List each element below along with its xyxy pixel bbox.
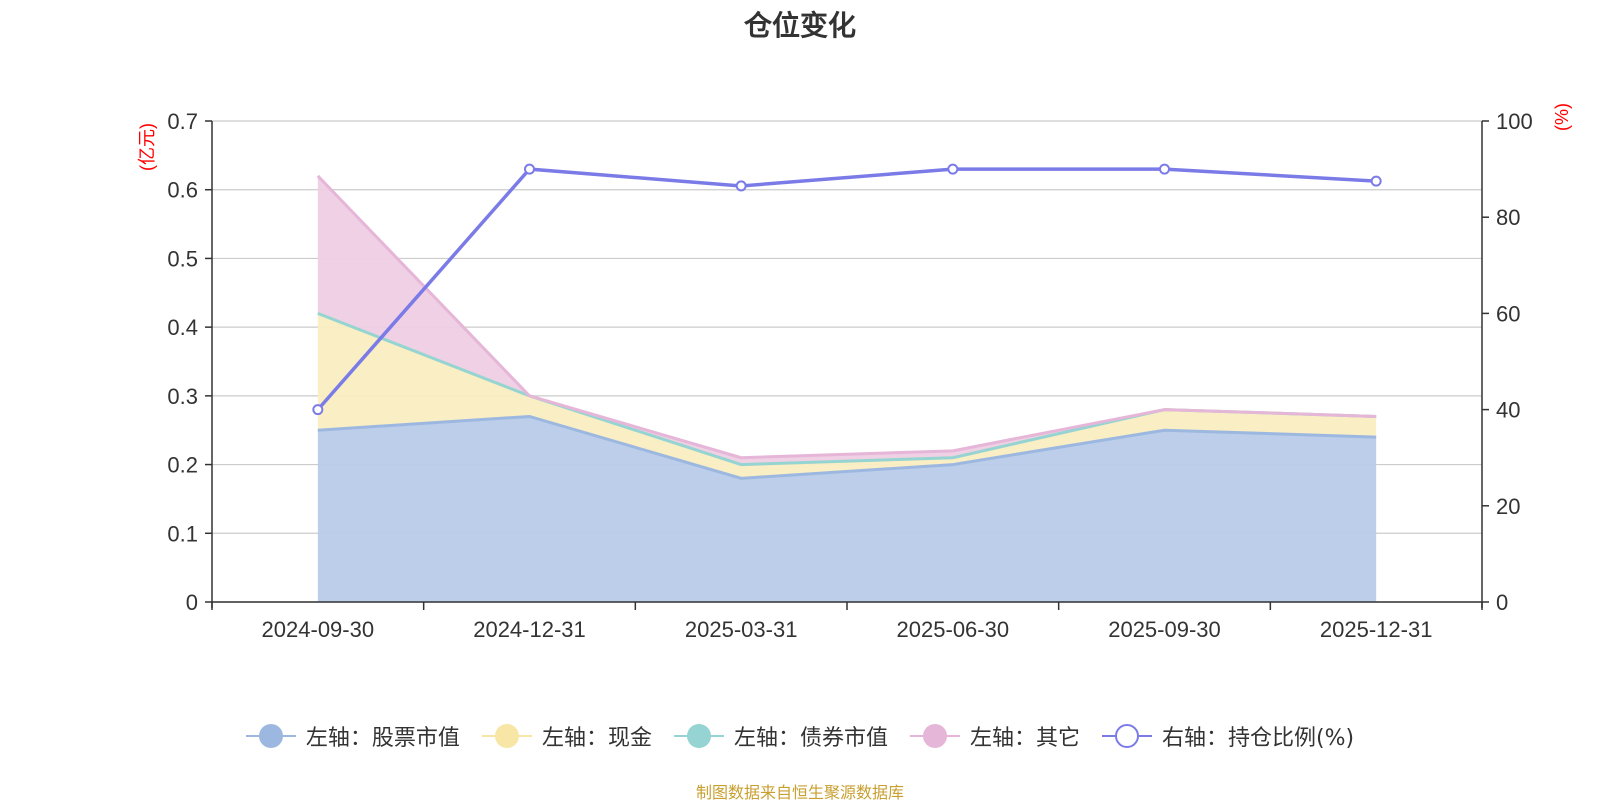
- left-axis-unit-label: (亿元): [137, 123, 157, 171]
- ratio-point: [524, 163, 535, 175]
- right-axis-tick-label: 20: [1496, 494, 1520, 519]
- legend-swatch-icon: [909, 724, 960, 748]
- legend-swatch-icon: [1101, 724, 1152, 748]
- ratio-point: [1159, 163, 1170, 175]
- x-axis-tick-label: 2025-12-31: [1320, 617, 1433, 642]
- x-axis-tick-label: 2025-06-30: [897, 617, 1010, 642]
- axes: 0 0.1 0.2 0.3 0.4 0.5 0.6 0.7 0 20 40 60 80 100 2024-0…: [167, 109, 1532, 642]
- x-axis-tick-label: 2024-09-30: [262, 617, 375, 642]
- ratio-point: [947, 163, 959, 175]
- left-axis-tick-label: 0.1: [167, 521, 198, 546]
- left-axis-tick-label: 0.7: [167, 109, 198, 134]
- right-axis-tick-label: 0: [1496, 590, 1508, 615]
- legend-item[interactable]: 左轴：股票市值: [245, 720, 460, 752]
- left-axis-tick-label: 0.3: [167, 384, 198, 409]
- left-axis-tick-label: 0.4: [167, 315, 198, 340]
- legend-label: 左轴：其它: [969, 726, 1080, 751]
- area-series: [317, 416, 1377, 602]
- right-axis-tick-label: 60: [1496, 301, 1520, 326]
- left-axis-tick-label: 0.6: [167, 178, 198, 203]
- legend-item[interactable]: 右轴：持仓比例(%): [1101, 720, 1355, 752]
- legend-item[interactable]: 左轴：其它: [909, 720, 1080, 752]
- right-axis-tick-label: 100: [1496, 109, 1533, 134]
- area-series: [317, 313, 1377, 479]
- footer-source: 制图数据来自恒生聚源数据库: [695, 783, 904, 802]
- left-axis-tick-label: 0.5: [167, 246, 198, 271]
- legend-swatch-icon: [673, 724, 724, 748]
- left-axis-tick-label: 0: [186, 590, 198, 615]
- right-axis-tick-label: 80: [1496, 205, 1520, 230]
- area-edge-line: [316, 174, 1377, 460]
- legend-swatch-icon: [481, 724, 532, 748]
- right-axis-unit-label: (%): [1552, 103, 1572, 131]
- left-axis-tick-label: 0.2: [167, 453, 198, 478]
- legend-item[interactable]: 左轴：债券市值: [673, 720, 888, 752]
- ratio-line-series: [312, 163, 1382, 416]
- legend-label: 右轴：持仓比例(%): [1161, 726, 1355, 751]
- chart-title: 仓位变化: [743, 9, 856, 42]
- legend: 左轴：股票市值 左轴：现金 左轴：债券市值 左轴：其它 右轴：持仓比例(%): [0, 720, 1600, 752]
- legend-item[interactable]: 左轴：现金: [481, 720, 652, 752]
- ratio-point: [1370, 175, 1382, 187]
- series-areas: [316, 174, 1377, 602]
- ratio-line: [316, 167, 1377, 411]
- chart-area: 0 0.1 0.2 0.3 0.4 0.5 0.6 0.7 0 20 40 60 80 100 2024-0…: [137, 103, 1572, 642]
- area-edge-line: [317, 414, 1377, 480]
- legend-swatch-icon: [245, 724, 296, 748]
- legend-label: 左轴：现金: [541, 726, 652, 751]
- legend-label: 左轴：股票市值: [305, 726, 460, 751]
- ratio-point: [735, 180, 747, 192]
- right-axis-tick-label: 40: [1496, 398, 1520, 423]
- ratio-point: [312, 404, 324, 416]
- legend-label: 左轴：债券市值: [733, 726, 888, 751]
- x-axis-tick-label: 2024-12-31: [473, 617, 586, 642]
- x-axis-tick-label: 2025-09-30: [1108, 617, 1221, 642]
- x-axis-tick-label: 2025-03-31: [685, 617, 798, 642]
